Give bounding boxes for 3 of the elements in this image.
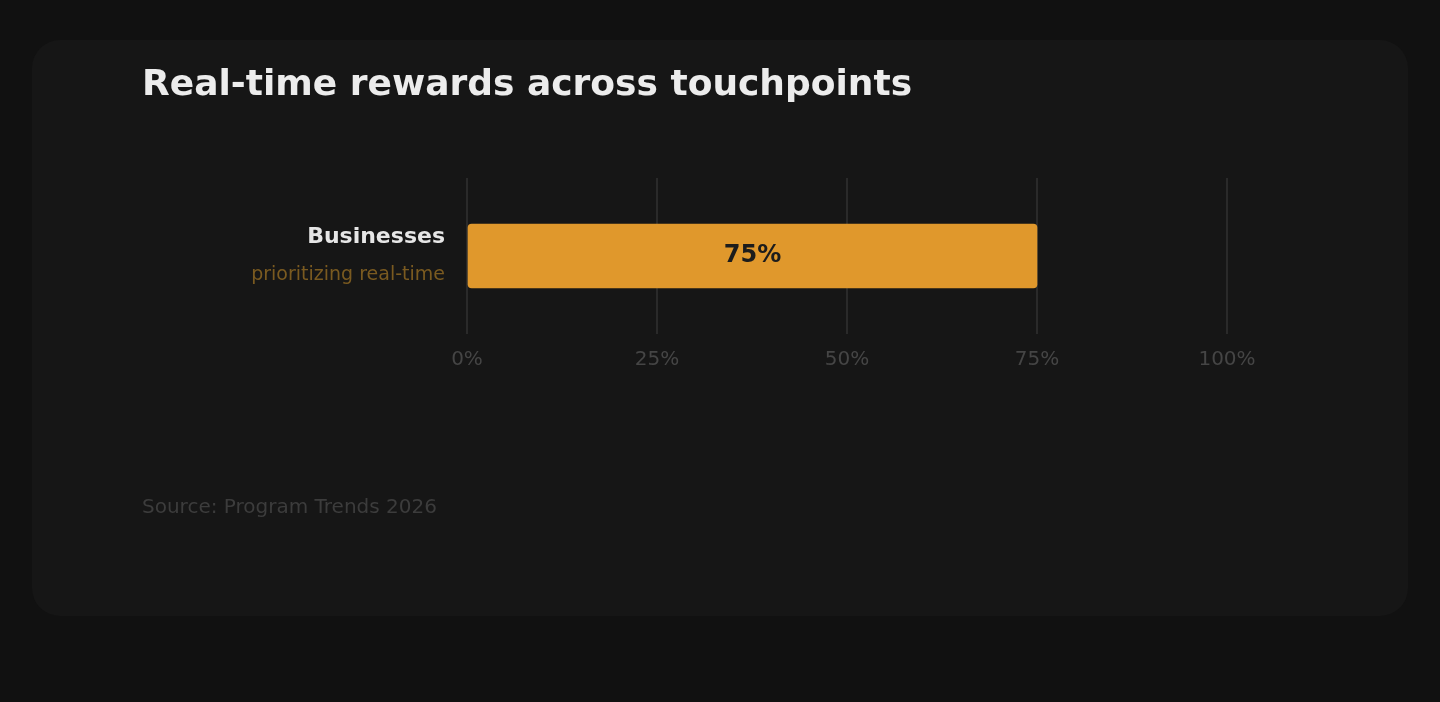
chart-title: Real-time rewards across touchpoints <box>142 62 913 103</box>
y-tick-label: Businesses prioritizing real-time <box>251 222 445 284</box>
text: 75% <box>723 240 782 269</box>
